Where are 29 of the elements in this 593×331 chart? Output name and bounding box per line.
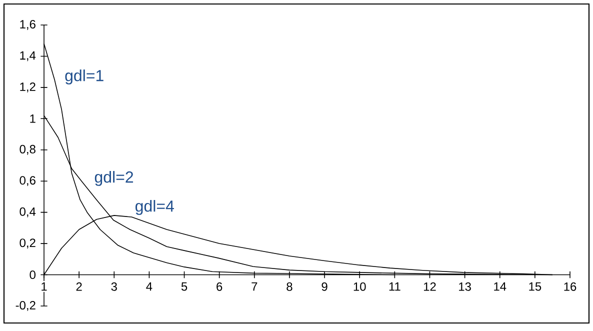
y-tick-label: 1,4 <box>20 51 36 62</box>
x-tick-label: 16 <box>564 282 576 291</box>
x-tick-label: 15 <box>529 282 542 291</box>
y-tick-label: -0,2 <box>16 301 36 311</box>
y-tick-label: 0,2 <box>20 238 36 248</box>
x-tick-label: 10 <box>354 282 366 291</box>
x-tick-label: 1 <box>42 282 47 291</box>
x-tick-label: 2 <box>76 282 82 291</box>
x-tick-label: 6 <box>216 282 222 291</box>
y-tick-label: 0,4 <box>20 207 36 218</box>
x-tick-label: 7 <box>252 282 258 291</box>
x-tick-label: 13 <box>459 282 471 291</box>
series-label: gdl=2 <box>94 170 134 186</box>
y-tick-label: 0,6 <box>20 176 36 186</box>
y-tick-label: 0 <box>30 270 36 280</box>
y-tick-label: 1,6 <box>20 20 36 30</box>
series-label: gdl=4 <box>136 200 174 215</box>
y-tick-label: 1 <box>30 114 36 123</box>
x-tick-label: 4 <box>146 282 152 291</box>
x-tick-label: 8 <box>286 282 292 291</box>
x-tick-label: 9 <box>322 282 328 291</box>
x-tick-label: 14 <box>494 282 506 291</box>
series-label: gdl=1 <box>65 70 104 84</box>
x-tick-label: 11 <box>389 282 400 291</box>
x-tick-label: 12 <box>424 282 436 291</box>
x-tick-label: 3 <box>111 282 117 291</box>
x-tick-label: 5 <box>181 282 188 291</box>
y-tick-label: 1,2 <box>20 82 36 92</box>
y-tick-label: 0,8 <box>20 144 36 155</box>
